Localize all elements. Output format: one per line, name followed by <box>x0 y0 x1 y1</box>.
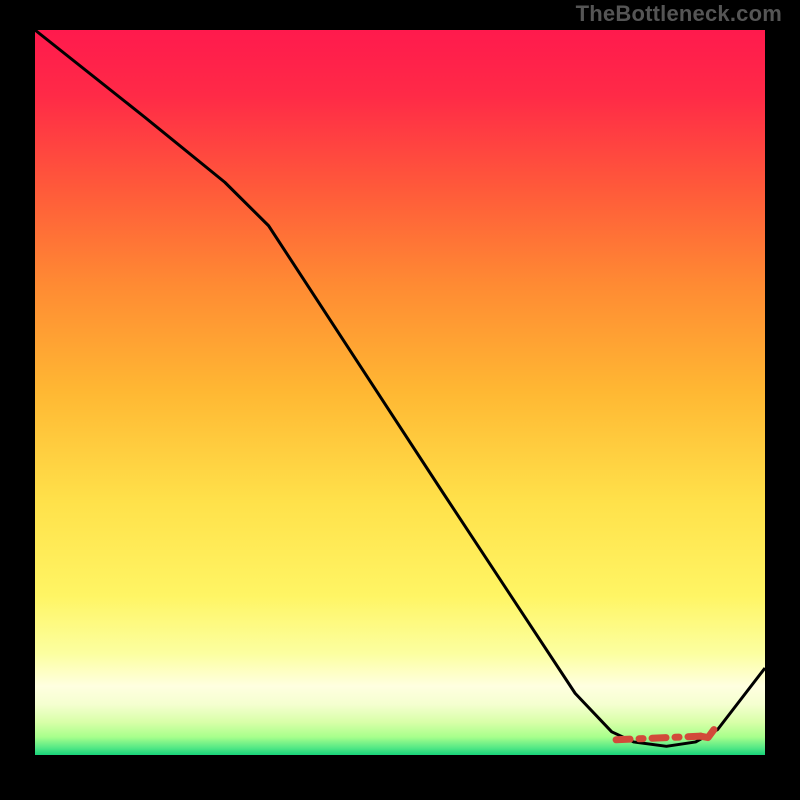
optimal-range-marker <box>616 736 701 740</box>
chart-gradient-bg <box>35 30 765 755</box>
chart-canvas <box>0 0 800 800</box>
watermark-text: TheBottleneck.com <box>576 1 782 27</box>
